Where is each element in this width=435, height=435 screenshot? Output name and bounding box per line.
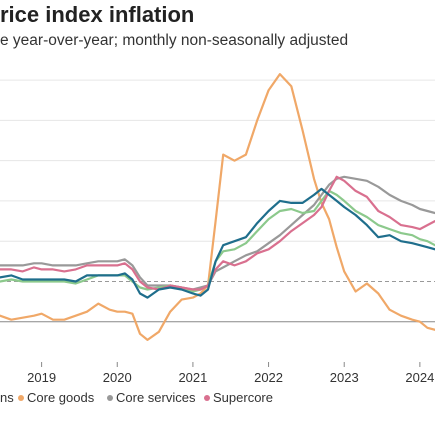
x-tick-label-2022: 2022 [254, 370, 283, 385]
chart-subtitle: e year-over-year; monthly non-seasonally… [0, 32, 348, 49]
chart-title: rice index inflation [0, 2, 194, 27]
series-line-ns [0, 187, 435, 299]
legend-dot-core-goods [18, 395, 24, 401]
series-lines [0, 73, 435, 341]
x-tick-label-2021: 2021 [178, 370, 207, 385]
reference-lines [0, 280, 435, 323]
x-axis: 2019 2020 2021 2022 2023 2024 [27, 362, 434, 385]
x-tick-label-2023: 2023 [330, 370, 359, 385]
x-tick-label-2024: 2024 [405, 370, 434, 385]
legend-label-ns: ns [0, 390, 14, 405]
series-line-supercore [0, 175, 435, 291]
x-tick-label-2020: 2020 [103, 370, 132, 385]
legend: ns Core goods Core services Supercore [0, 390, 273, 405]
legend-label-core-services: Core services [116, 390, 196, 405]
series-line-core-services [0, 175, 435, 291]
legend-label-supercore: Supercore [213, 390, 273, 405]
legend-dot-supercore [204, 395, 210, 401]
gridlines [0, 79, 435, 242]
legend-dot-core-services [107, 395, 113, 401]
x-tick-label-2019: 2019 [27, 370, 56, 385]
legend-label-core-goods: Core goods [27, 390, 95, 405]
series-line-core-goods [0, 73, 435, 341]
